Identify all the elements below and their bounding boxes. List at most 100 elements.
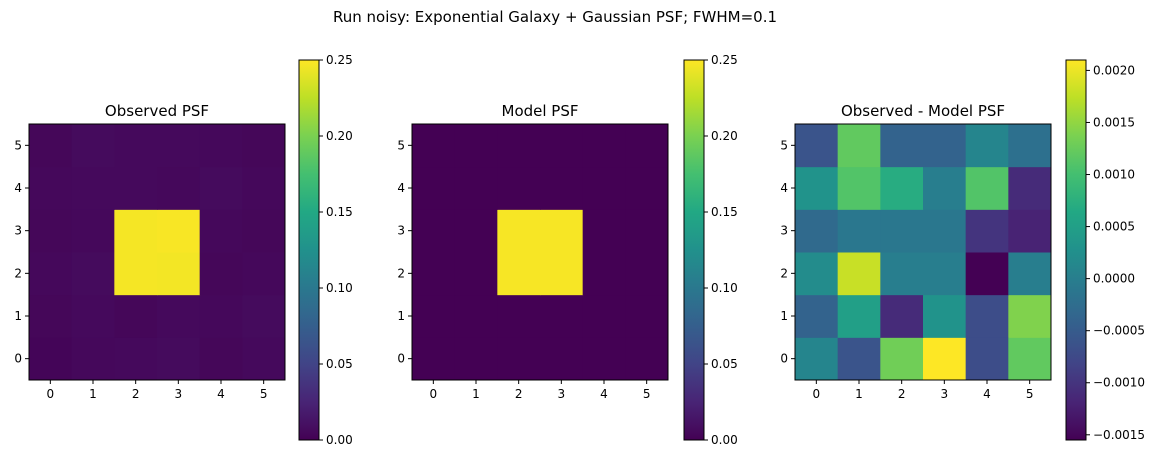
heatmap-cell-0-3-5 (242, 209, 286, 253)
figure-suptitle: Run noisy: Exponential Galaxy + Gaussian… (333, 8, 777, 26)
colorbar-tick-label: 0.0010 (1093, 168, 1135, 182)
heatmap-cell-1-3-3 (540, 209, 584, 253)
axes-frame (28, 123, 286, 381)
x-tick-label: 4 (600, 387, 608, 401)
y-tick-label: 2 (397, 266, 405, 280)
heatmap-cell-2-1-0 (795, 294, 839, 338)
colorbar (298, 59, 320, 441)
heatmap-cell-2-3-3 (923, 209, 967, 253)
heatmap-cell-2-3-5 (1008, 209, 1052, 253)
heatmap-cell-1-5-3 (540, 124, 584, 168)
heatmap-cell-1-2-5 (625, 252, 669, 296)
heatmap-cell-0-3-0 (29, 209, 73, 253)
x-tick-label: 1 (472, 387, 480, 401)
heatmap-cell-1-0-3 (540, 337, 584, 381)
heatmap-cell-0-4-2 (114, 166, 158, 210)
heatmap-cell-2-0-3 (923, 337, 967, 381)
heatmap-cell-2-1-2 (880, 294, 924, 338)
heatmap-cell-2-3-0 (795, 209, 839, 253)
heatmap-cell-2-4-3 (923, 166, 967, 210)
y-tick-label: 3 (397, 224, 405, 238)
colorbar-tick-label: −0.0015 (1093, 428, 1145, 442)
heatmap-cell-2-0-0 (795, 337, 839, 381)
heatmap-cell-2-4-2 (880, 166, 924, 210)
heatmap-cell-1-5-0 (412, 124, 456, 168)
y-tick-label: 1 (780, 309, 788, 323)
axes-frame (794, 123, 1052, 381)
heatmap-cell-0-5-1 (71, 124, 115, 168)
x-tick-label: 3 (941, 387, 949, 401)
colorbar (683, 59, 705, 441)
heatmap-cell-1-0-0 (412, 337, 456, 381)
heatmap-cell-0-3-2 (114, 209, 158, 253)
heatmap-cell-2-2-2 (880, 252, 924, 296)
heatmap-cell-1-1-4 (582, 294, 626, 338)
heatmap-cell-2-5-4 (965, 124, 1009, 168)
heatmap-cell-2-4-4 (965, 166, 1009, 210)
heatmap-cell-0-4-4 (199, 166, 243, 210)
panel-title: Model PSF (502, 102, 579, 120)
y-tick-label: 4 (780, 181, 788, 195)
y-tick-label: 1 (14, 309, 22, 323)
heatmap-cell-1-4-3 (540, 166, 584, 210)
colorbar-tick-label: −0.0010 (1093, 376, 1145, 390)
heatmap-cell-2-1-5 (1008, 294, 1052, 338)
heatmap-cell-0-0-1 (71, 337, 115, 381)
heatmap-cell-0-2-0 (29, 252, 73, 296)
heatmap-cell-0-5-2 (114, 124, 158, 168)
heatmap-cell-1-2-2 (497, 252, 541, 296)
heatmap-cell-1-2-1 (454, 252, 498, 296)
colorbar-tick-label: 0.10 (711, 281, 738, 295)
heatmap-cell-0-1-4 (199, 294, 243, 338)
heatmap-cell-2-4-0 (795, 166, 839, 210)
colorbar-tick-label: 0.0005 (1093, 220, 1135, 234)
colorbar-tick-label: 0.20 (326, 129, 353, 143)
y-tick-label: 5 (14, 138, 22, 152)
heatmap-cell-0-5-5 (242, 124, 286, 168)
heatmap-cell-2-4-5 (1008, 166, 1052, 210)
heatmap-cell-2-2-5 (1008, 252, 1052, 296)
heatmap-cell-0-0-3 (157, 337, 201, 381)
colorbar-tick-label: 0.25 (326, 53, 353, 67)
heatmap-cell-1-0-1 (454, 337, 498, 381)
colorbar-tick-label: 0.05 (326, 357, 353, 371)
heatmap-cell-1-0-5 (625, 337, 669, 381)
y-tick-label: 0 (14, 352, 22, 366)
heatmap-cell-1-3-5 (625, 209, 669, 253)
heatmap-cell-0-0-0 (29, 337, 73, 381)
heatmap-cell-2-2-3 (923, 252, 967, 296)
colorbar-tick-label: 0.10 (326, 281, 353, 295)
heatmap-cell-0-2-1 (71, 252, 115, 296)
heatmap-cell-1-2-0 (412, 252, 456, 296)
heatmap-cell-1-4-5 (625, 166, 669, 210)
heatmap-cell-1-1-3 (540, 294, 584, 338)
heatmap-panel-1: Model PSF 0 1 2 3 4 5 0 1 2 3 4 5 0.00 0.05 0.10 0.15 0.2… (397, 53, 737, 447)
heatmap-cell-2-1-3 (923, 294, 967, 338)
heatmap-cell-1-1-2 (497, 294, 541, 338)
x-tick-label: 2 (515, 387, 523, 401)
colorbar-tick-label: 0.25 (711, 53, 738, 67)
heatmap-cell-1-2-3 (540, 252, 584, 296)
x-tick-label: 0 (47, 387, 55, 401)
y-tick-label: 2 (780, 266, 788, 280)
heatmap-cell-1-4-1 (454, 166, 498, 210)
heatmap-cell-1-3-2 (497, 209, 541, 253)
y-tick-label: 2 (14, 266, 22, 280)
colorbar-tick-label: −0.0005 (1093, 324, 1145, 338)
x-tick-label: 4 (217, 387, 225, 401)
x-tick-label: 0 (813, 387, 821, 401)
heatmap-cell-2-4-1 (837, 166, 881, 210)
heatmap-cell-2-2-0 (795, 252, 839, 296)
heatmap-cell-0-5-0 (29, 124, 73, 168)
heatmap-panel-2: Observed - Model PSF 0 1 2 3 4 5 0 1 2 3 4 5 −0.0015 −… (780, 59, 1145, 442)
x-tick-label: 1 (89, 387, 97, 401)
heatmap-cell-1-1-0 (412, 294, 456, 338)
y-tick-label: 5 (397, 138, 405, 152)
x-tick-label: 2 (898, 387, 906, 401)
heatmap-cell-2-5-0 (795, 124, 839, 168)
heatmap-cell-2-5-1 (837, 124, 881, 168)
panel-title: Observed PSF (105, 102, 209, 120)
heatmap-cell-0-5-4 (199, 124, 243, 168)
heatmap-cell-1-5-4 (582, 124, 626, 168)
colorbar-tick-label: 0.00 (711, 433, 738, 447)
